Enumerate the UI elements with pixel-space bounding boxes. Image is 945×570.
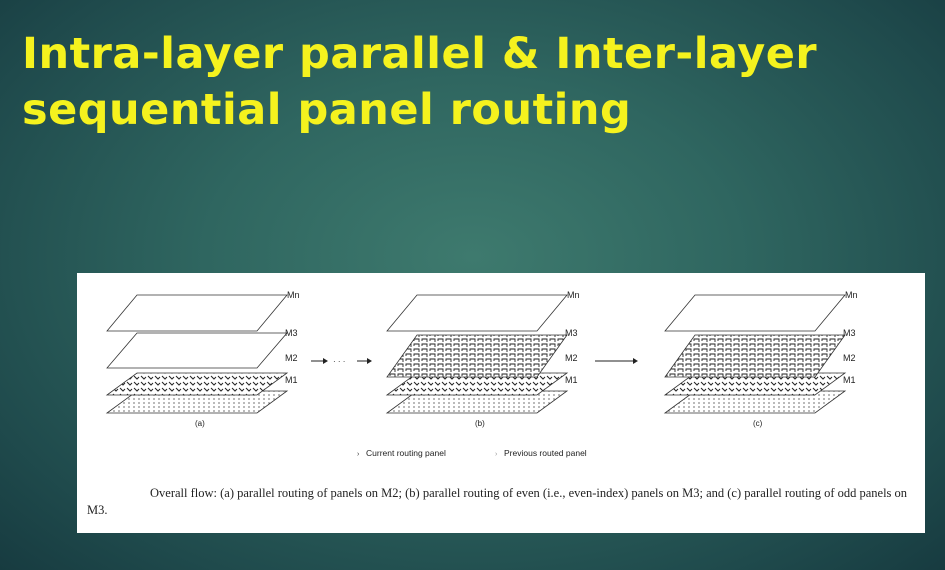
label-mn-b: Mn <box>567 290 580 300</box>
label-m2-a: M2 <box>285 353 298 363</box>
sublabel-b: (b) <box>475 419 485 428</box>
layer-mn-b <box>386 294 568 332</box>
layer-m2-a <box>105 372 289 396</box>
label-m3-a: M3 <box>285 328 298 338</box>
label-m3-b: M3 <box>565 328 578 338</box>
layer-m2-c <box>663 372 847 396</box>
label-m2-b: M2 <box>565 353 578 363</box>
diagram-a: Mn M3 M2 M1 (a) <box>105 290 300 428</box>
title-line-1: Intra-layer parallel & Inter-layer <box>22 29 818 79</box>
figure-legend: › Current routing panel › Previous route… <box>357 448 587 458</box>
layer-m2-b <box>385 372 569 396</box>
diagram-c: Mn M3 M2 M1 (c) <box>663 290 858 428</box>
transition-arrow-b-c <box>595 358 638 364</box>
transition-arrow-a-b: · · · <box>311 357 372 366</box>
label-mn-c: Mn <box>845 290 858 300</box>
layer-m1-b <box>385 390 569 414</box>
layer-m3-c <box>664 334 846 378</box>
layer-m3-a <box>106 332 288 369</box>
legend-previous-label: Previous routed panel <box>504 448 587 458</box>
label-m1-b: M1 <box>565 375 578 385</box>
legend-current-marker: › <box>357 451 360 458</box>
figure-caption: Overall flow: (a) parallel routing of pa… <box>87 486 908 517</box>
layer-m1-c <box>663 390 847 414</box>
layer-mn-c <box>664 294 846 332</box>
layer-m3-b <box>386 334 568 378</box>
slide-title: Intra-layer parallel & Inter-layer seque… <box>22 26 932 138</box>
sublabel-a: (a) <box>195 419 205 428</box>
legend-previous-marker: › <box>495 451 498 458</box>
label-mn-a: Mn <box>287 290 300 300</box>
title-line-2: sequential panel routing <box>22 85 632 135</box>
layer-m1-a <box>105 390 289 414</box>
sublabel-c: (c) <box>753 419 763 428</box>
figure-card: Mn M3 M2 M1 (a) · · · Mn M3 M2 M1 (b) <box>77 273 925 533</box>
label-m3-c: M3 <box>843 328 856 338</box>
diagram-b: Mn M3 M2 M1 (b) <box>385 290 580 428</box>
layer-mn-a <box>106 294 288 332</box>
ellipsis-text: · · · <box>333 357 345 366</box>
label-m1-c: M1 <box>843 375 856 385</box>
label-m2-c: M2 <box>843 353 856 363</box>
label-m1-a: M1 <box>285 375 298 385</box>
routing-flow-diagram: Mn M3 M2 M1 (a) · · · Mn M3 M2 M1 (b) <box>105 290 858 458</box>
legend-current-label: Current routing panel <box>366 448 446 458</box>
